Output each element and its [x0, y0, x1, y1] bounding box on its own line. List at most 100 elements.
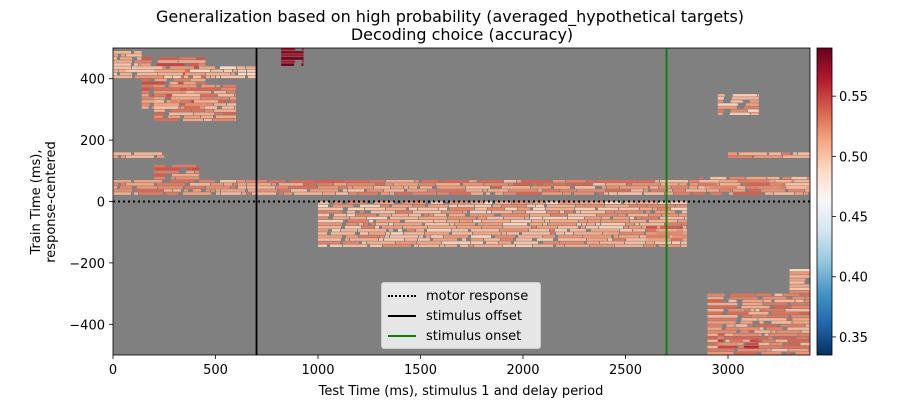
colorbar-ticks: 0.35 0.40 0.45 0.50 0.55 — [832, 90, 868, 346]
heatmap-cell — [376, 223, 388, 226]
heatmap-cell — [707, 302, 738, 306]
heatmap-cell — [121, 155, 125, 158]
heatmap-cell — [137, 72, 157, 76]
heatmap-cell — [113, 180, 131, 183]
heatmap-cell — [707, 327, 722, 330]
heatmap-cell — [364, 223, 368, 226]
heatmap-cell — [367, 216, 387, 220]
heatmap-cell — [247, 72, 257, 76]
heatmap-cell — [606, 183, 626, 186]
heatmap-cell — [199, 180, 215, 183]
heatmap-cell — [601, 219, 629, 223]
heatmap-cell — [575, 186, 595, 189]
heatmap-cell — [749, 180, 770, 183]
heatmap-cell — [626, 238, 650, 241]
heatmap-cell — [216, 75, 220, 79]
heatmap-cell — [729, 192, 733, 195]
heatmap-cell — [628, 213, 648, 217]
heatmap-cell — [154, 176, 165, 180]
heatmap-cell — [661, 183, 665, 186]
heatmap-cell — [221, 75, 245, 79]
heatmap-cell — [633, 229, 645, 232]
heatmap-cell — [542, 192, 562, 195]
heatmap-cell — [707, 324, 723, 327]
heatmap-cell — [553, 180, 565, 183]
heatmap-cell — [732, 94, 757, 97]
heatmap-cell — [547, 210, 559, 214]
heatmap-cell — [577, 189, 605, 192]
heatmap-cell — [482, 226, 502, 229]
heatmap-cell — [173, 75, 181, 79]
heatmap-cell — [204, 118, 212, 122]
heatmap-cell — [176, 97, 200, 100]
heatmap-cell — [502, 232, 506, 235]
heatmap-cell — [509, 189, 537, 192]
heatmap-cell — [624, 226, 628, 229]
heatmap-cell — [205, 109, 213, 112]
heatmap-cell — [237, 66, 245, 69]
heatmap-cell — [374, 186, 390, 189]
heatmap-cell — [565, 244, 589, 247]
heatmap-cell — [743, 106, 759, 109]
heatmap-cell — [495, 201, 511, 204]
heatmap-cell — [786, 186, 807, 189]
heatmap-cell — [532, 226, 536, 229]
heatmap-cell — [460, 244, 468, 247]
heatmap-cell — [348, 189, 364, 192]
heatmap-cell — [789, 278, 806, 281]
heatmap-cell — [257, 189, 277, 192]
heatmap-cell — [559, 201, 579, 204]
heatmap-cell — [560, 189, 576, 192]
heatmap-cell — [181, 103, 186, 106]
heatmap-cell — [318, 207, 343, 211]
heatmap-cell — [757, 333, 762, 336]
heatmap-cell — [379, 213, 391, 217]
heatmap-cell — [471, 229, 499, 232]
heatmap-cell — [529, 229, 549, 232]
heatmap-cell — [158, 72, 183, 76]
heatmap-cell — [581, 210, 605, 214]
heatmap-cell — [350, 216, 366, 220]
heatmap-cell — [501, 238, 513, 241]
heatmap-cell — [603, 232, 619, 235]
heatmap-cell — [187, 87, 191, 91]
heatmap-cell — [488, 189, 508, 192]
heatmap-cell — [185, 72, 205, 76]
heatmap-cell — [761, 351, 782, 355]
heatmap-cell — [793, 152, 797, 155]
heatmap-cell — [644, 192, 664, 195]
heatmap-cell — [620, 186, 648, 189]
heatmap-cell — [503, 226, 531, 229]
heatmap-cell — [741, 318, 758, 321]
heatmap-cell — [751, 315, 768, 318]
heatmap-cell — [668, 244, 680, 247]
heatmap-cell — [783, 155, 810, 158]
heatmap-cell — [318, 226, 341, 229]
heatmap-cell — [474, 244, 502, 247]
heatmap-cell — [318, 216, 328, 220]
heatmap-cell — [405, 219, 433, 223]
x-tick-label: 1500 — [404, 363, 437, 378]
heatmap-cell — [186, 170, 194, 174]
heatmap-cell — [172, 173, 200, 177]
heatmap-cell — [710, 192, 722, 195]
x-tick-label: 2000 — [506, 363, 539, 378]
heatmap-cell — [230, 97, 236, 100]
heatmap-cell — [113, 192, 131, 195]
heatmap-cell — [137, 186, 157, 189]
heatmap-cell — [190, 183, 210, 186]
heatmap-cell — [318, 186, 338, 189]
heatmap-cell — [570, 229, 586, 232]
heatmap-cell — [279, 183, 303, 186]
heatmap-cell — [483, 189, 487, 192]
heatmap-cell — [759, 321, 764, 324]
heatmap-cell — [391, 232, 403, 235]
y-tick-label: 200 — [80, 134, 105, 149]
heatmap-cell — [787, 318, 792, 321]
heatmap-cell — [658, 201, 670, 204]
heatmap-cell — [380, 235, 384, 238]
heatmap-cell — [679, 183, 687, 186]
heatmap-cell — [412, 192, 436, 195]
heatmap-cell — [205, 106, 217, 109]
heatmap-cell — [546, 207, 574, 211]
